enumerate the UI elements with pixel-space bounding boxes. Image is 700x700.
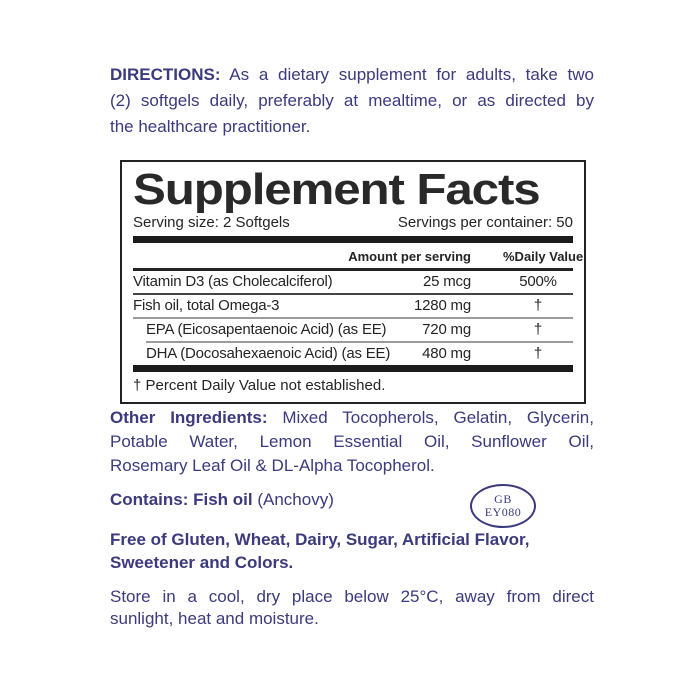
row-separator	[146, 341, 573, 343]
free-of-line-2: Sweetener and Colors.	[110, 553, 294, 572]
certification-stamp: GB EY080	[470, 484, 536, 528]
nutrient-amount: 1280 mg	[414, 297, 471, 314]
directions-label: DIRECTIONS:	[110, 65, 221, 84]
nutrient-daily-value: 500%	[519, 273, 557, 290]
other-ingredients-line-1: Other Ingredients: Mixed Tocopherols, Ge…	[110, 406, 594, 430]
serving-size: Serving size: 2 Softgels	[133, 214, 290, 231]
directions-paragraph: DIRECTIONS: As a dietary supplement for …	[110, 62, 594, 140]
free-of-statement: Free of Gluten, Wheat, Dairy, Sugar, Art…	[110, 528, 670, 574]
servings-per-container: Servings per container: 50	[397, 214, 573, 231]
contains-text: (Anchovy)	[257, 490, 334, 509]
directions-text: As a dietary supplement for adults, take…	[229, 65, 594, 84]
other-ingredients-paragraph: Other Ingredients: Mixed Tocopherols, Ge…	[110, 406, 594, 478]
contains-label: Contains: Fish oil	[110, 490, 253, 509]
nutrient-daily-value: †	[533, 321, 543, 338]
nutrient-daily-value: †	[533, 297, 543, 314]
contains-line: Contains: Fish oil (Anchovy)	[110, 488, 594, 512]
stamp-line-2: EY080	[484, 505, 522, 519]
table-row: DHA (Docosahexaenoic Acid) (as EE) 480 m…	[133, 343, 573, 365]
header-amount-per-serving: Amount per serving	[348, 249, 471, 264]
header-daily-value: %Daily Value	[503, 249, 584, 264]
storage-line-2: sunlight, heat and moisture.	[110, 609, 319, 628]
serving-row: Serving size: 2 Softgels Servings per co…	[133, 214, 573, 232]
daily-value-footnote: † Percent Daily Value not established.	[133, 377, 386, 394]
other-ingredients-line-3: Rosemary Leaf Oil & DL-Alpha Tocopherol.	[110, 456, 435, 475]
nutrient-daily-value: †	[533, 345, 543, 362]
thick-divider-top	[133, 236, 573, 243]
row-separator	[133, 317, 573, 319]
stamp-line-1: GB	[494, 492, 512, 506]
table-row: Fish oil, total Omega-3 1280 mg †	[133, 295, 573, 317]
other-ingredients-label: Other Ingredients:	[110, 408, 268, 427]
directions-line-2: (2) softgels daily, preferably at mealti…	[110, 91, 594, 110]
nutrient-amount: 720 mg	[422, 321, 471, 338]
nutrient-name: Vitamin D3 (as Cholecalciferol)	[133, 273, 333, 290]
table-row: Vitamin D3 (as Cholecalciferol) 25 mcg 5…	[133, 271, 573, 293]
other-ingredients-text: Mixed Tocopherols, Gelatin, Glycerin,	[282, 408, 594, 427]
table-header-row: Amount per serving %Daily Value	[133, 243, 584, 268]
nutrient-name: DHA (Docosahexaenoic Acid) (as EE)	[146, 345, 391, 362]
nutrient-amount: 480 mg	[422, 345, 471, 362]
nutrient-name: Fish oil, total Omega-3	[133, 297, 280, 314]
storage-line-1: Store in a cool, dry place below 25°C, a…	[110, 587, 594, 606]
directions-line-1: DIRECTIONS: As a dietary supplement for …	[110, 62, 594, 88]
supplement-facts-title: Supplement Facts	[133, 165, 541, 214]
header-separator	[133, 268, 573, 271]
storage-instructions: Store in a cool, dry place below 25°C, a…	[110, 586, 594, 630]
contains-statement: Contains: Fish oil (Anchovy)	[110, 488, 594, 512]
directions-line-3: the healthcare practitioner.	[110, 117, 311, 136]
nutrient-amount: 25 mcg	[423, 273, 471, 290]
supplement-facts-panel: Supplement Facts Serving size: 2 Softgel…	[120, 160, 586, 404]
free-of-line-1: Free of Gluten, Wheat, Dairy, Sugar, Art…	[110, 530, 530, 549]
table-row: EPA (Eicosapentaenoic Acid) (as EE) 720 …	[133, 319, 573, 341]
thick-divider-bottom	[133, 365, 573, 372]
nutrient-name: EPA (Eicosapentaenoic Acid) (as EE)	[146, 321, 387, 338]
row-separator	[133, 293, 573, 295]
other-ingredients-line-2: Potable Water, Lemon Essential Oil, Sunf…	[110, 432, 594, 451]
